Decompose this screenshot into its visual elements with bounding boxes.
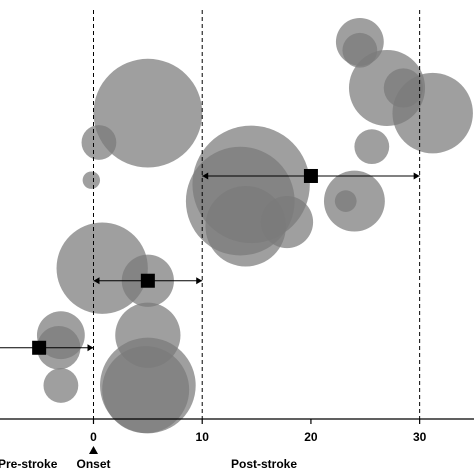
bubbles-layer xyxy=(36,17,473,434)
x-tick-label-0: 0 xyxy=(90,430,97,444)
bubble-13 xyxy=(205,186,286,267)
mean-marker-0 xyxy=(303,168,318,183)
bubble-14 xyxy=(260,195,314,249)
arrow-head-icon xyxy=(202,172,209,180)
mean-marker-1 xyxy=(140,273,155,288)
bubble-10 xyxy=(43,368,79,403)
pre-stroke-label: Pre-stroke xyxy=(0,457,58,471)
arrow-head-icon xyxy=(93,277,100,285)
reference-lines xyxy=(92,10,421,419)
x-tick-label-3: 30 xyxy=(413,430,427,444)
bubble-19 xyxy=(383,68,423,108)
bubble-1 xyxy=(81,125,117,160)
bubble-2 xyxy=(82,171,101,189)
mean-range-layer xyxy=(0,168,420,355)
arrow-head-icon xyxy=(196,277,203,285)
x-tick-label-1: 10 xyxy=(196,430,210,444)
bubble-20 xyxy=(354,129,390,165)
post-stroke-label: Post-stroke xyxy=(231,457,297,471)
arrow-head-icon xyxy=(87,344,94,352)
bubble-7 xyxy=(102,346,190,434)
bubble-22 xyxy=(334,190,357,212)
x-tick-label-2: 20 xyxy=(304,430,318,444)
x-ticks: 0 10 20 30 xyxy=(90,419,427,444)
mean-marker-2 xyxy=(32,340,47,355)
bubble-0 xyxy=(93,58,203,168)
onset-label: Onset xyxy=(76,457,110,471)
arrow-head-icon xyxy=(413,172,420,180)
onset-triangle-icon xyxy=(88,446,98,454)
